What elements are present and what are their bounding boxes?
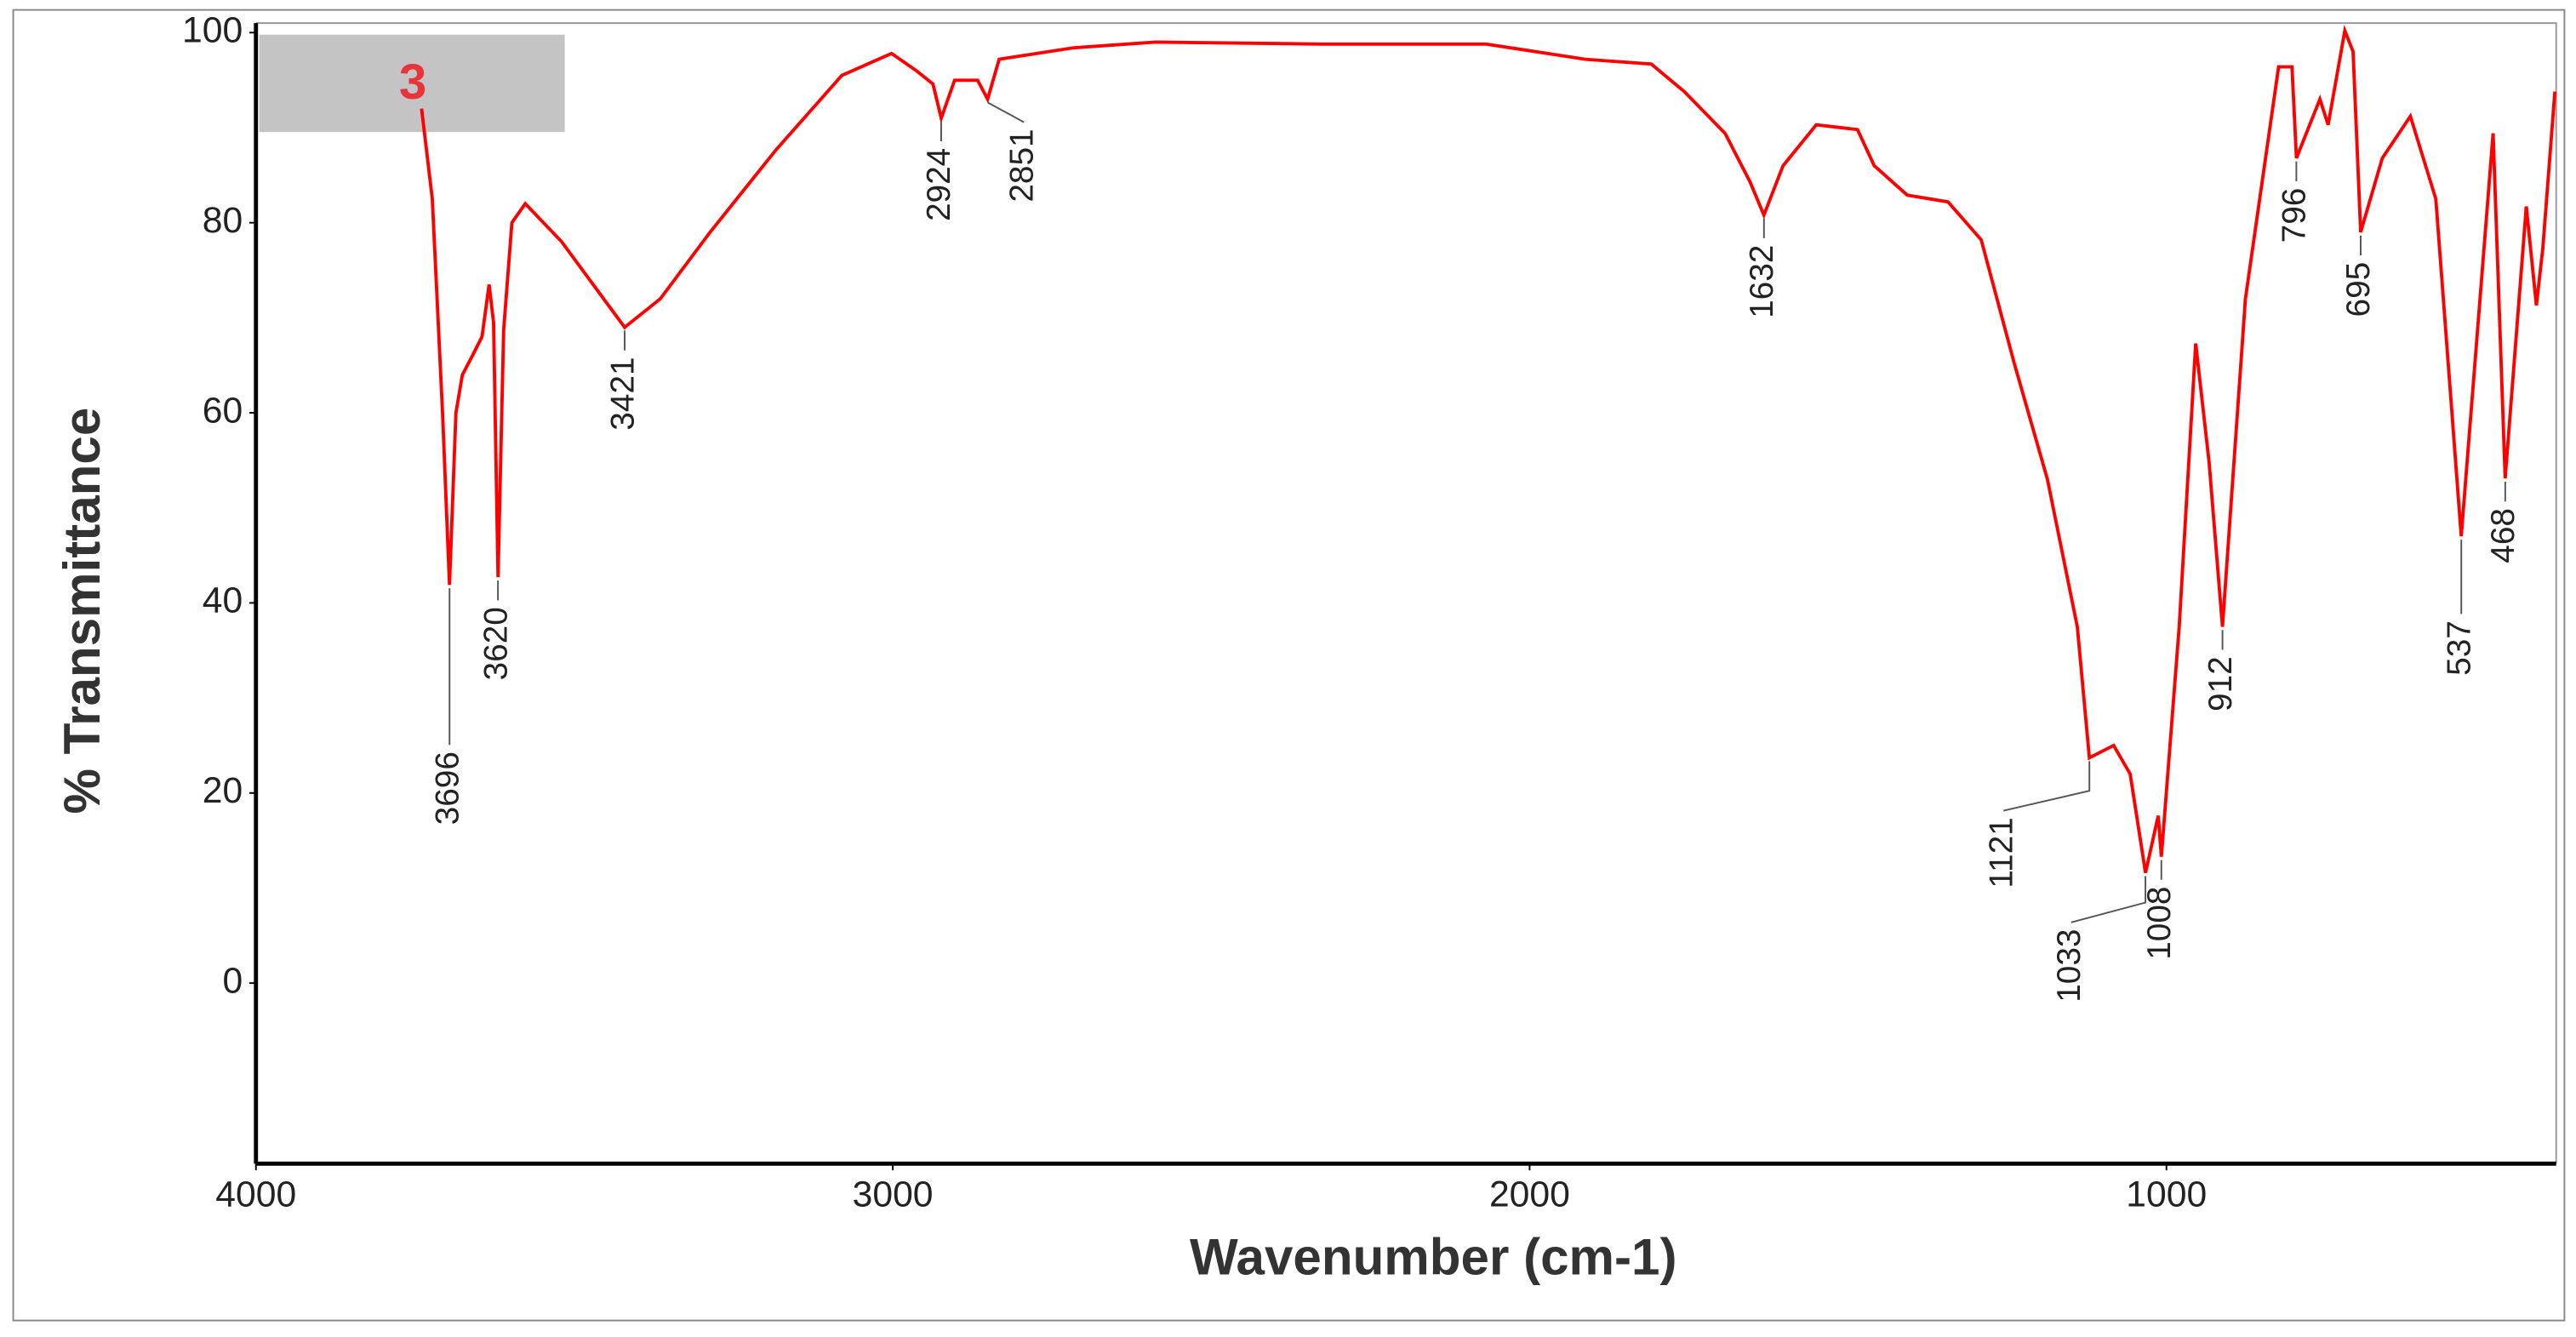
x-tick-label: 2000 (1489, 1174, 1570, 1214)
peak-label: 3620 (477, 607, 514, 680)
peak-leader (987, 101, 1025, 123)
spectrum-line (420, 24, 2557, 874)
peak-label: 3421 (604, 357, 641, 430)
y-tick-label: 100 (182, 10, 243, 51)
peak-label: 1632 (1744, 245, 1780, 318)
x-axis-title: Wavenumber (cm-1) (1190, 1228, 1677, 1285)
y-tick-label: 80 (203, 200, 243, 241)
x-tick-label: 1000 (2126, 1174, 2207, 1214)
y-tick-label: 40 (203, 580, 243, 621)
peak-label: 695 (2340, 262, 2377, 317)
y-tick-label: 20 (203, 770, 243, 811)
peak-label: 468 (2485, 508, 2522, 563)
peak-label: 1008 (2141, 887, 2178, 960)
sample-label: 3 (399, 54, 426, 110)
axes-frame (255, 22, 2557, 1164)
peak-leader (2003, 761, 2091, 812)
y-tick-label: 0 (222, 960, 243, 1001)
y-tick-label: 60 (203, 390, 243, 431)
x-tick-label: 4000 (215, 1174, 296, 1214)
peak-label: 2924 (921, 148, 957, 221)
peak-label: 1033 (2051, 929, 2088, 1003)
peak-label: 3696 (429, 751, 466, 825)
y-axis-title: % Transmittance (54, 408, 111, 814)
peak-label: 2851 (1004, 129, 1041, 202)
peak-label: 1121 (1984, 817, 2020, 888)
outer-frame (12, 9, 2566, 1322)
peak-label: 912 (2202, 656, 2239, 711)
peak-leader (2071, 876, 2147, 923)
x-tick-label: 3000 (853, 1174, 934, 1214)
peak-label: 537 (2441, 620, 2477, 676)
sample-box (259, 34, 565, 133)
peak-label: 796 (2276, 188, 2313, 243)
